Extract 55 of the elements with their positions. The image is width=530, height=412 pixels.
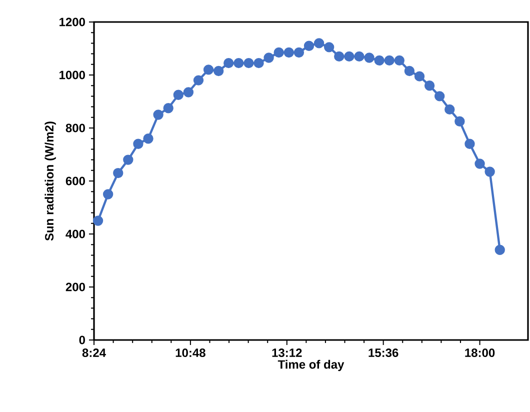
point bbox=[203, 64, 214, 75]
point bbox=[354, 51, 364, 62]
point bbox=[224, 58, 234, 68]
y-tick-label: 400 bbox=[66, 230, 85, 238]
point bbox=[414, 71, 425, 82]
point bbox=[464, 138, 475, 149]
y-tick-label: 0 bbox=[79, 336, 85, 344]
x-tick-label: 8:24 bbox=[82, 348, 106, 358]
point bbox=[424, 80, 435, 91]
point bbox=[193, 75, 204, 86]
point bbox=[163, 103, 174, 114]
point bbox=[314, 38, 324, 48]
y-tick-label: 600 bbox=[66, 176, 85, 186]
point bbox=[123, 154, 134, 165]
y-tick-label: 800 bbox=[66, 124, 85, 132]
x-axis-title: Time of day bbox=[278, 360, 344, 372]
point bbox=[294, 47, 304, 58]
point bbox=[113, 168, 124, 178]
point bbox=[454, 116, 465, 126]
x-tick-label: 10:48 bbox=[176, 348, 206, 358]
point bbox=[143, 133, 154, 144]
x-tick-label: 15:36 bbox=[368, 348, 398, 358]
x-tick-label: 13:12 bbox=[272, 348, 302, 358]
point bbox=[404, 66, 415, 76]
point bbox=[254, 58, 264, 68]
point bbox=[324, 42, 334, 52]
point bbox=[102, 189, 114, 200]
point bbox=[474, 158, 485, 169]
point bbox=[444, 104, 455, 115]
point bbox=[334, 51, 344, 62]
point bbox=[394, 55, 405, 66]
point bbox=[234, 58, 244, 68]
point bbox=[434, 91, 445, 102]
point bbox=[374, 55, 384, 66]
point bbox=[173, 90, 184, 100]
point bbox=[153, 110, 164, 120]
point bbox=[244, 58, 254, 68]
y-tick-label: 1000 bbox=[60, 70, 85, 80]
point bbox=[344, 51, 354, 62]
point bbox=[274, 47, 284, 58]
point bbox=[133, 138, 144, 149]
point bbox=[494, 244, 505, 255]
point bbox=[284, 47, 294, 58]
y-tick-label: 200 bbox=[66, 282, 85, 292]
y-axis-title: Sun radiation (W/m2) bbox=[44, 122, 56, 241]
point bbox=[364, 52, 374, 63]
point bbox=[213, 66, 224, 76]
x-tick-label: 18:00 bbox=[465, 348, 495, 358]
point bbox=[183, 87, 194, 98]
point bbox=[92, 216, 104, 226]
point bbox=[304, 40, 314, 51]
point bbox=[484, 166, 495, 177]
point bbox=[264, 52, 274, 63]
point bbox=[384, 55, 394, 66]
y-tick-label: 1200 bbox=[60, 18, 85, 26]
